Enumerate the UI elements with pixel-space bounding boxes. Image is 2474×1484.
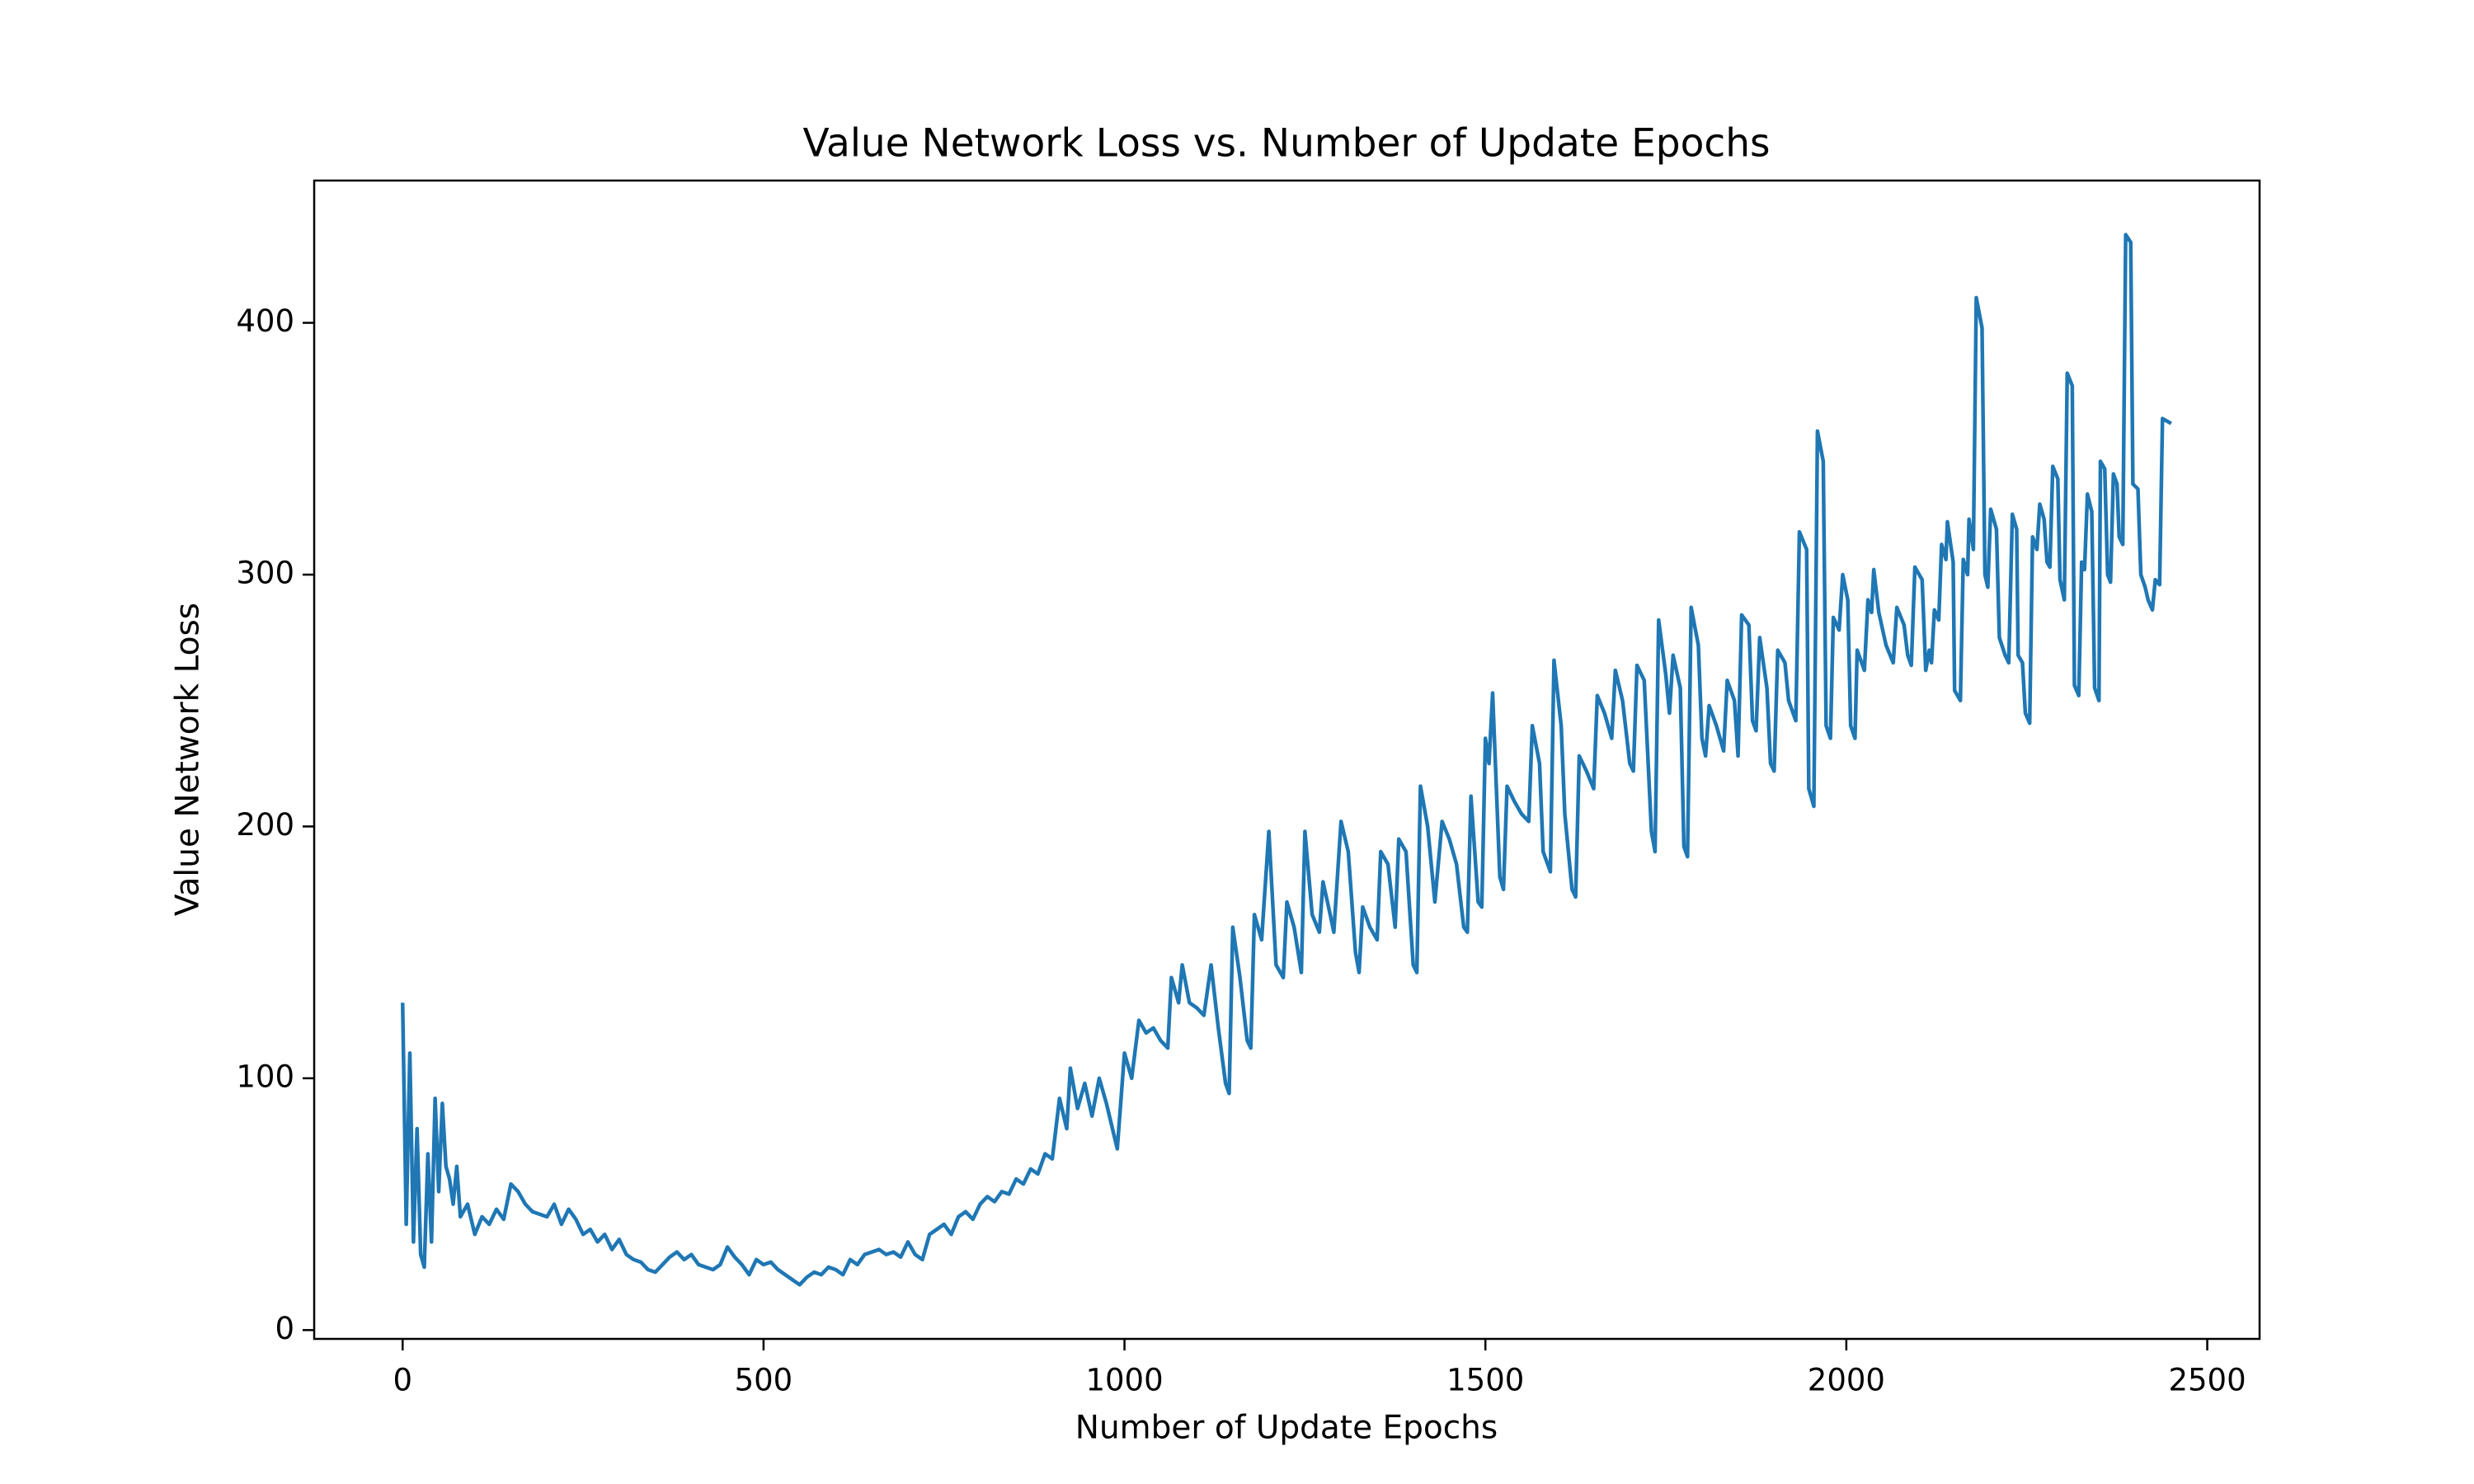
y-tick-label: 0: [275, 1311, 294, 1346]
x-tick-label: 500: [735, 1363, 793, 1398]
plot-frame: [313, 179, 2261, 1341]
x-axis-label: Number of Update Epochs: [1075, 1410, 1498, 1447]
x-tick-label: 1000: [1085, 1363, 1163, 1398]
y-tick-label: 100: [236, 1059, 294, 1094]
x-tick-label: 2000: [1808, 1363, 1885, 1398]
x-tick-label: 1500: [1446, 1363, 1524, 1398]
y-tick-label: 200: [236, 807, 294, 843]
x-tick-label: 0: [393, 1363, 412, 1398]
x-tick-label: 2500: [2168, 1363, 2246, 1398]
y-tick-label: 300: [236, 556, 294, 591]
y-axis-label: Value Network Loss: [170, 603, 207, 916]
data-line: [400, 232, 2172, 1287]
chart-title: Value Network Loss vs. Number of Update …: [803, 121, 1771, 167]
y-tick-label: 400: [236, 303, 294, 339]
